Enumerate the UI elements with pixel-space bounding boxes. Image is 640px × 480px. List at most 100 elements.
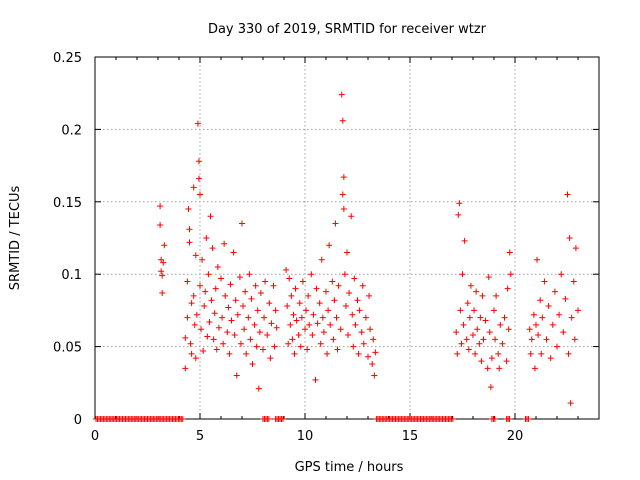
data-point [497, 321, 504, 328]
data-point [354, 297, 361, 304]
data-point [530, 311, 537, 318]
data-point [318, 256, 325, 263]
data-point [182, 334, 189, 341]
data-point [527, 350, 534, 357]
data-point [556, 311, 563, 318]
data-point [204, 333, 211, 340]
data-point [470, 332, 476, 339]
data-point [211, 310, 218, 317]
data-point [299, 278, 306, 285]
data-point [285, 340, 292, 347]
data-point [345, 332, 352, 339]
data-point [195, 158, 202, 165]
data-point [187, 340, 194, 347]
data-point [337, 326, 344, 333]
data-point [295, 332, 302, 339]
data-point [284, 303, 291, 310]
data-point [297, 343, 304, 350]
data-point [221, 240, 228, 247]
data-point [246, 271, 253, 278]
data-point [242, 288, 249, 295]
data-point [157, 221, 164, 228]
data-point [346, 290, 353, 297]
data-point [220, 340, 227, 347]
data-point [344, 249, 350, 256]
data-point [372, 349, 379, 356]
data-point [327, 321, 334, 328]
data-point [464, 300, 471, 307]
data-point [339, 117, 346, 124]
data-point [549, 321, 556, 328]
data-point [312, 376, 319, 383]
data-point [564, 191, 571, 198]
data-point [355, 350, 362, 357]
data-point [194, 120, 201, 127]
data-point [266, 300, 273, 307]
data-point [472, 350, 479, 357]
data-point [241, 326, 248, 333]
data-point [272, 307, 279, 314]
data-point [567, 400, 574, 407]
data-point [538, 350, 545, 357]
data-point [219, 314, 226, 321]
data-point [268, 320, 275, 327]
data-point [480, 336, 487, 343]
data-point [253, 343, 260, 350]
data-point [326, 242, 333, 249]
data-point [565, 350, 572, 357]
data-point [298, 314, 305, 321]
data-point [161, 242, 168, 249]
data-point [182, 365, 189, 372]
plot-frame [94, 56, 600, 420]
data-point [340, 174, 347, 181]
data-point [203, 235, 210, 241]
data-point [192, 355, 199, 362]
data-point [270, 282, 277, 289]
data-point [504, 285, 511, 292]
data-point [570, 278, 577, 285]
data-point [289, 336, 296, 343]
data-point [453, 329, 460, 336]
data-point [239, 220, 245, 227]
data-point [228, 317, 235, 324]
data-point [215, 324, 222, 331]
data-point [571, 336, 578, 343]
x-tick-label: 5 [196, 429, 204, 444]
data-point [237, 340, 244, 347]
data-point [352, 321, 359, 328]
data-point [505, 326, 512, 333]
data-point [193, 311, 200, 318]
data-point [202, 288, 209, 295]
data-point [487, 384, 494, 391]
data-point [340, 206, 347, 213]
data-point [492, 336, 499, 343]
data-point [201, 303, 208, 310]
data-point [255, 385, 262, 392]
data-point [457, 307, 464, 314]
x-tick-label: 0 [91, 429, 99, 444]
data-point [493, 292, 500, 299]
data-point [256, 329, 263, 336]
data-point [501, 314, 508, 321]
data-point [257, 290, 264, 297]
data-point [267, 355, 274, 362]
data-point [339, 191, 346, 198]
data-point [186, 239, 193, 246]
data-point [232, 297, 239, 304]
data-point [291, 350, 298, 357]
data-point [233, 372, 240, 379]
data-point [362, 314, 369, 321]
data-point [348, 213, 355, 220]
data-point [545, 303, 552, 310]
zero-data-point [265, 416, 272, 422]
data-point [195, 175, 202, 182]
data-point [159, 290, 166, 297]
data-point [369, 360, 376, 367]
x-axis-label: GPS time / hours [295, 460, 404, 475]
data-point [332, 220, 339, 227]
data-point [351, 275, 358, 282]
y-tick-label: 0 [74, 413, 82, 428]
data-point [200, 347, 207, 354]
data-point [226, 350, 233, 357]
y-tick-label: 0.05 [53, 341, 82, 356]
